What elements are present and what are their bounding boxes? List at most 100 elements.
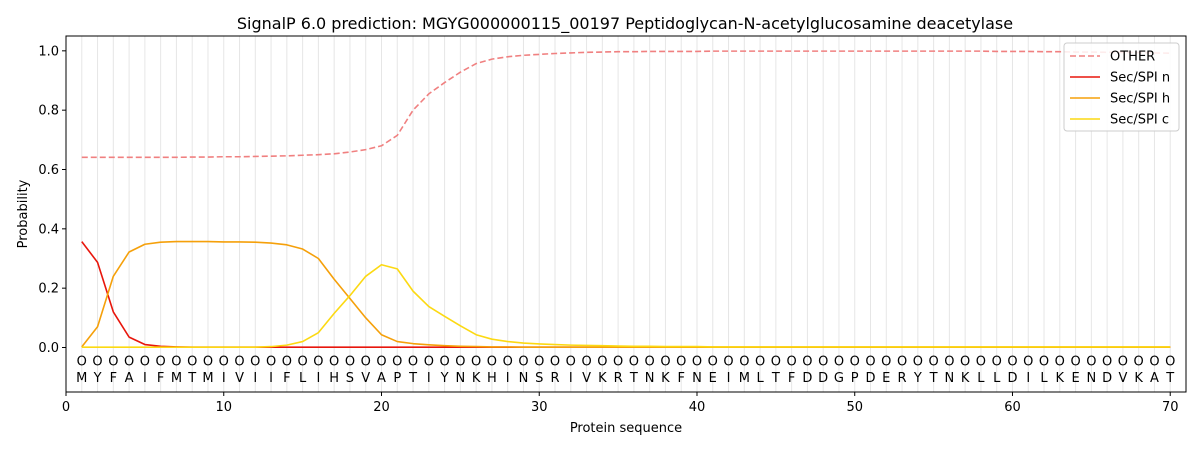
- region-marker: O: [850, 354, 860, 369]
- plot-frame: [65, 35, 1187, 393]
- residue-letter: I: [269, 371, 273, 386]
- region-marker: O: [439, 354, 449, 369]
- residue-letter: L: [756, 371, 764, 386]
- region-marker: O: [487, 354, 497, 369]
- residue-letter: M: [202, 371, 213, 386]
- region-marker: O: [1102, 354, 1112, 369]
- region-marker: O: [676, 354, 686, 369]
- region-marker: O: [124, 354, 134, 369]
- region-marker: O: [992, 354, 1002, 369]
- region-marker: O: [361, 354, 371, 369]
- region-marker: O: [282, 354, 292, 369]
- residue-letter: Y: [440, 371, 449, 386]
- residue-letter: I: [222, 371, 226, 386]
- x-tick-label: 60: [1004, 400, 1021, 415]
- residue-letter: I: [569, 371, 573, 386]
- residue-letter: F: [788, 371, 795, 386]
- residue-letter: D: [865, 371, 875, 386]
- region-marker: O: [960, 354, 970, 369]
- region-marker: O: [234, 354, 244, 369]
- residue-letter: V: [235, 371, 244, 386]
- region-marker: O: [1070, 354, 1080, 369]
- region-marker: O: [645, 354, 655, 369]
- y-tick-label: 0.2: [38, 282, 59, 297]
- residue-letter: S: [346, 371, 354, 386]
- residue-letter: A: [125, 371, 134, 386]
- region-marker: O: [834, 354, 844, 369]
- region-marker: O: [771, 354, 781, 369]
- region-marker: O: [92, 354, 102, 369]
- residue-letter: M: [739, 371, 750, 386]
- residue-letter: N: [645, 371, 655, 386]
- residue-letter: P: [851, 371, 859, 386]
- residue-letter: I: [427, 371, 431, 386]
- residue-letter: A: [1150, 371, 1159, 386]
- residue-letter: V: [582, 371, 591, 386]
- residue-letter: L: [993, 371, 1001, 386]
- region-marker: O: [629, 354, 639, 369]
- x-axis-ticks: 0 10 20 30 40 50 60 70: [62, 392, 1178, 415]
- region-marker: O: [313, 354, 323, 369]
- y-tick-label: 0.6: [38, 163, 59, 178]
- region-marker: O: [424, 354, 434, 369]
- residue-letter: M: [76, 371, 87, 386]
- y-tick-label: 0.4: [38, 222, 59, 237]
- region-marker: O: [534, 354, 544, 369]
- y-tick-label: 0.8: [38, 104, 59, 119]
- residue-letter: K: [472, 371, 481, 386]
- region-marker: O: [503, 354, 513, 369]
- region-marker: O: [802, 354, 812, 369]
- residue-letter: L: [1040, 371, 1048, 386]
- residue-letter: L: [977, 371, 985, 386]
- legend: OTHER Sec/SPI n Sec/SPI h Sec/SPI c: [1063, 42, 1180, 132]
- legend-label-sec-spi-h: Sec/SPI h: [1110, 92, 1170, 107]
- region-marker: O: [897, 354, 907, 369]
- residue-letter: T: [408, 371, 417, 386]
- x-tick-label: 50: [846, 400, 863, 415]
- region-marker: O: [739, 354, 749, 369]
- residue-letter: H: [329, 371, 339, 386]
- y-tick-label: 1.0: [38, 44, 59, 59]
- region-marker: O: [818, 354, 828, 369]
- x-tick-label: 20: [373, 400, 390, 415]
- residue-letter: F: [283, 371, 290, 386]
- residue-letter: I: [727, 371, 731, 386]
- region-marker: O: [550, 354, 560, 369]
- residue-letter: T: [629, 371, 638, 386]
- residue-letter: R: [614, 371, 623, 386]
- series-line-other: [81, 50, 1171, 159]
- residue-letter: F: [110, 371, 117, 386]
- residue-letter: K: [961, 371, 970, 386]
- residue-letter: D: [818, 371, 828, 386]
- region-marker: O: [597, 354, 607, 369]
- region-marker: O: [345, 354, 355, 369]
- residue-letter: Y: [913, 371, 922, 386]
- legend-box: [1063, 42, 1180, 132]
- region-marker: O: [708, 354, 718, 369]
- region-marker: O: [329, 354, 339, 369]
- region-marker: O: [156, 354, 166, 369]
- residue-letter: K: [1056, 371, 1065, 386]
- residue-letter: Y: [93, 371, 102, 386]
- legend-label-sec-spi-n: Sec/SPI n: [1110, 71, 1170, 86]
- region-marker: O: [266, 354, 276, 369]
- residue-letter: N: [945, 371, 955, 386]
- region-marker: O: [1149, 354, 1159, 369]
- region-marker: O: [1134, 354, 1144, 369]
- residue-letter: V: [361, 371, 370, 386]
- region-marker: O: [219, 354, 229, 369]
- residue-letter: N: [1086, 371, 1096, 386]
- residue-letter: N: [519, 371, 529, 386]
- region-marker: O: [298, 354, 308, 369]
- residue-letter: R: [550, 371, 559, 386]
- region-marker: O: [692, 354, 702, 369]
- series-line-sec-spi-h: [81, 240, 1171, 349]
- residue-letter: D: [802, 371, 812, 386]
- region-marker: O: [518, 354, 528, 369]
- residue-letter: D: [1102, 371, 1112, 386]
- region-marker: O: [376, 354, 386, 369]
- region-marker: O: [392, 354, 402, 369]
- region-marker: O: [944, 354, 954, 369]
- region-marker: O: [1023, 354, 1033, 369]
- y-axis-label: Probability: [16, 179, 31, 248]
